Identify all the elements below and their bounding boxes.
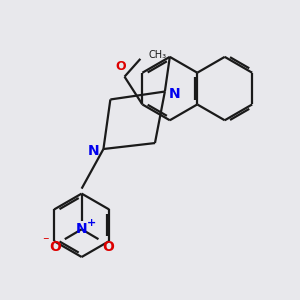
Text: CH₃: CH₃	[148, 50, 166, 60]
Text: +: +	[87, 218, 96, 228]
Text: N: N	[88, 144, 99, 158]
Text: O: O	[115, 60, 126, 73]
Text: O: O	[49, 240, 61, 254]
Text: N: N	[169, 86, 181, 100]
Text: N: N	[76, 222, 88, 236]
Text: O: O	[103, 240, 114, 254]
Text: ⁻: ⁻	[42, 235, 48, 248]
